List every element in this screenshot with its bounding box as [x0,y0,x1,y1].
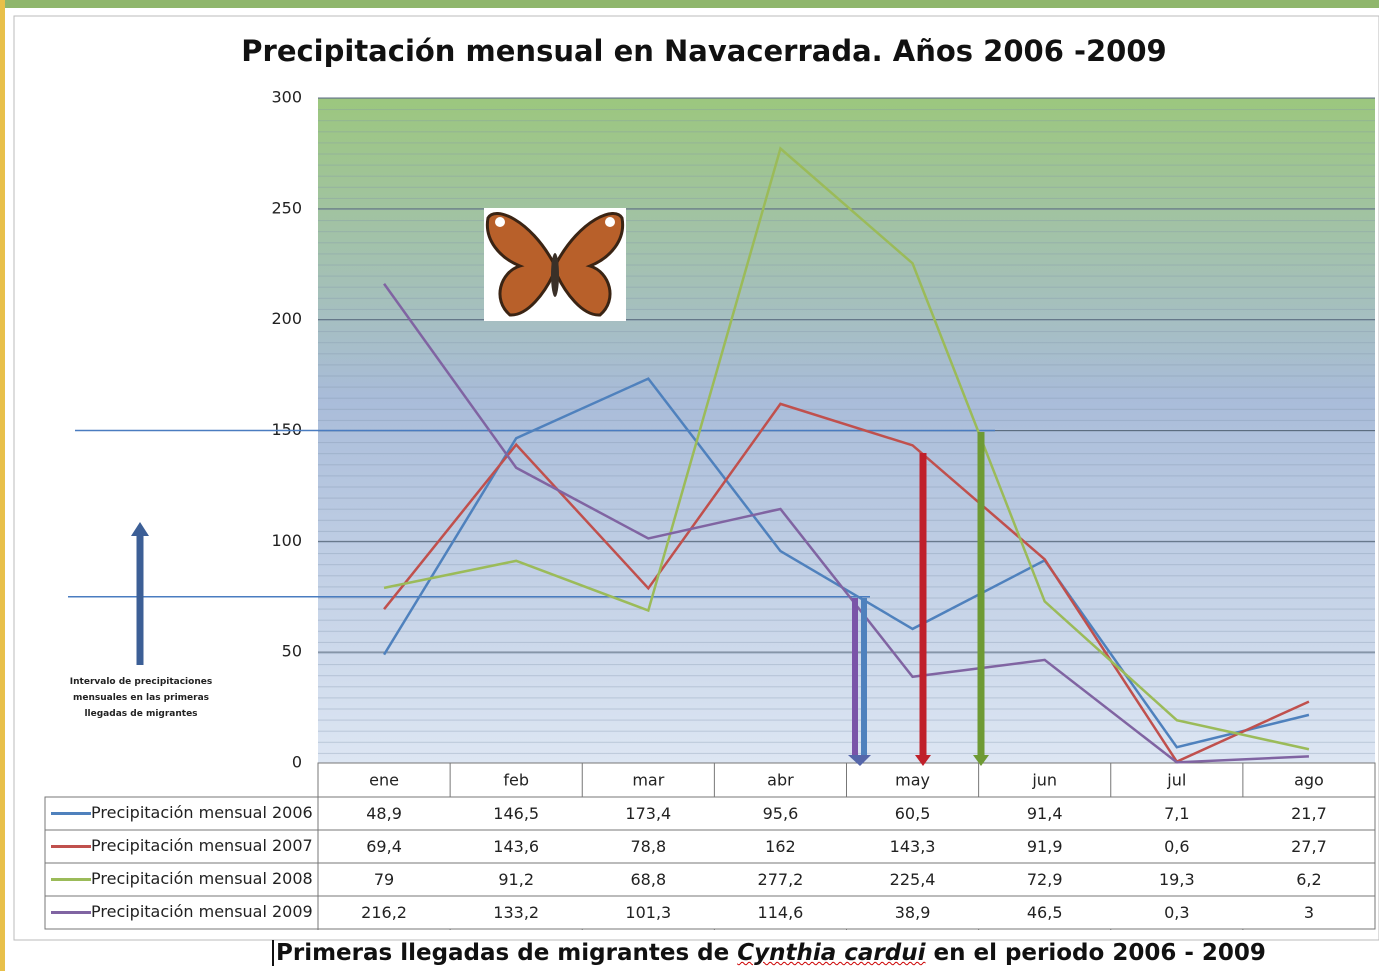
table-value: 46,5 [1027,903,1063,922]
caption-species: Cynthia cardui [737,940,925,966]
table-value: 91,2 [498,870,534,889]
table-value: 21,7 [1291,804,1327,823]
x-tick-label: abr [767,771,794,790]
table-value: 68,8 [631,870,667,889]
x-tick-label: jun [1031,771,1057,790]
x-tick-label: feb [503,771,529,790]
x-tick-label: mar [632,771,664,790]
y-tick-label: 0 [292,753,302,772]
x-tick-label: ene [369,771,399,790]
caption-text: Primeras llegadas de migrantes de [276,940,737,966]
table-value: 143,3 [890,837,936,856]
table-value: 38,9 [895,903,931,922]
legend-label: Precipitación mensual 2007 [91,836,313,855]
y-tick-label: 150 [271,420,302,439]
chart: Precipitación mensual en Navacerrada. Añ… [0,0,1379,971]
table-value: 0,3 [1164,903,1189,922]
table-value: 216,2 [361,903,407,922]
table-value: 6,2 [1296,870,1321,889]
table-value: 91,9 [1027,837,1063,856]
legend-label: Precipitación mensual 2008 [91,869,313,888]
table-value: 19,3 [1159,870,1195,889]
caption-text: en el periodo 2006 - 2009 [925,940,1265,966]
x-tick-label: may [895,771,930,790]
table-value: 60,5 [895,804,931,823]
table-value: 3 [1304,903,1314,922]
table-value: 173,4 [625,804,671,823]
left-border [0,0,5,971]
table-value: 277,2 [758,870,804,889]
top-border [0,0,1379,8]
table-value: 27,7 [1291,837,1327,856]
table-value: 78,8 [631,837,667,856]
table-value: 143,6 [493,837,539,856]
table-value: 146,5 [493,804,539,823]
table-value: 48,9 [366,804,402,823]
table-value: 0,6 [1164,837,1189,856]
y-tick-label: 50 [282,642,302,661]
caption: Primeras llegadas de migrantes de Cynthi… [272,940,1266,966]
table-value: 69,4 [366,837,402,856]
x-tick-label: jul [1166,771,1186,790]
table-value: 162 [765,837,796,856]
table-value: 95,6 [763,804,799,823]
annotation: Intervalo de precipitaciones mensuales e… [62,674,220,722]
table-value: 91,4 [1027,804,1063,823]
chart-title: Precipitación mensual en Navacerrada. Añ… [241,34,1166,68]
table-value: 225,4 [890,870,936,889]
y-tick-label: 100 [271,531,302,550]
table-value: 114,6 [758,903,804,922]
table-value: 101,3 [625,903,671,922]
table-value: 133,2 [493,903,539,922]
y-tick-label: 300 [271,88,302,107]
y-tick-label: 250 [271,198,302,217]
y-tick-label: 200 [271,309,302,328]
table-value: 7,1 [1164,804,1189,823]
legend-label: Precipitación mensual 2006 [91,803,313,822]
table-value: 72,9 [1027,870,1063,889]
table-value: 79 [374,870,394,889]
legend-label: Precipitación mensual 2009 [91,902,313,921]
page: Precipitación mensual en Navacerrada. Añ… [0,0,1379,971]
butterfly-image [484,208,626,321]
x-tick-label: ago [1294,771,1324,790]
